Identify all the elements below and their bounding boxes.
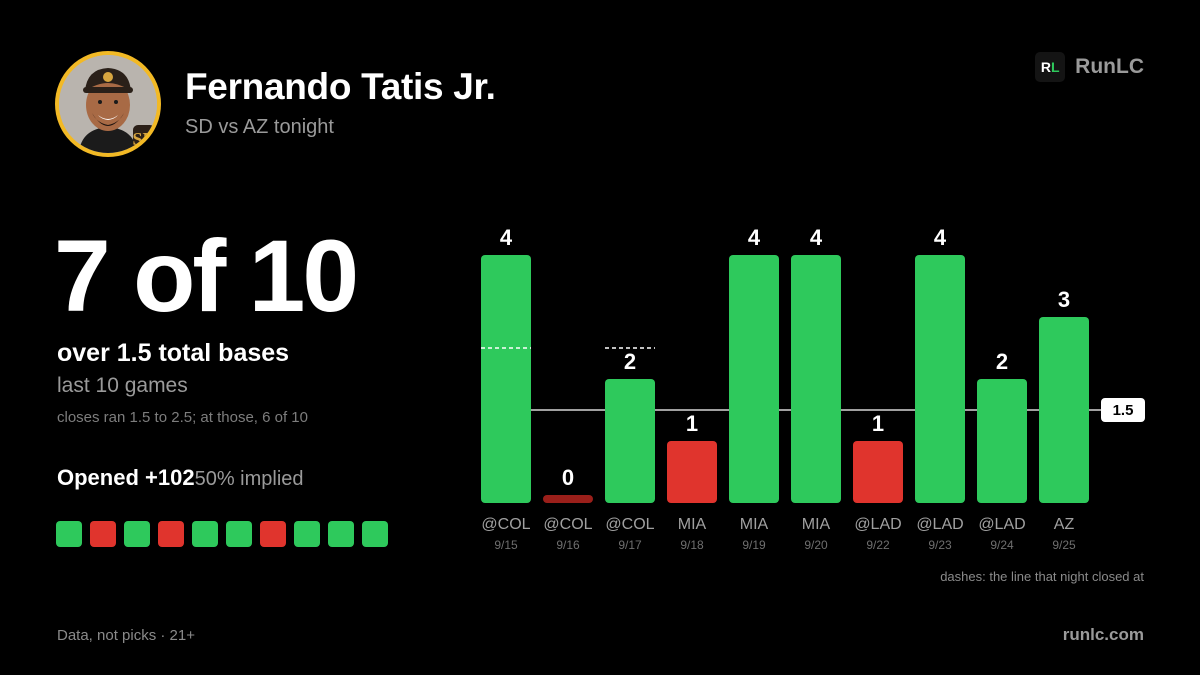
bar-value-label: 4 (500, 225, 513, 250)
bar (1039, 317, 1089, 503)
category-label: AZ (1054, 516, 1075, 533)
opened-label: Opened +102 (57, 465, 195, 490)
bar-value-label: 4 (934, 225, 947, 250)
result-square-miss (90, 521, 116, 547)
bar (853, 441, 903, 503)
date-label: 9/16 (556, 538, 580, 552)
results-strip (56, 521, 388, 547)
category-label: MIA (740, 516, 769, 533)
opened-odds: Opened +102 50% implied (57, 465, 304, 491)
bar-value-label: 4 (748, 225, 761, 250)
bar (481, 255, 531, 503)
footer-url: runlc.com (1062, 625, 1144, 644)
date-label: 9/19 (742, 538, 766, 552)
bar (791, 255, 841, 503)
category-label: @COL (481, 516, 530, 533)
date-label: 9/23 (928, 538, 952, 552)
category-label: @COL (605, 516, 654, 533)
category-label: MIA (802, 516, 831, 533)
date-label: 9/24 (990, 538, 1014, 552)
category-label: @LAD (854, 516, 901, 533)
result-square-hit (226, 521, 252, 547)
result-square-hit (362, 521, 388, 547)
category-label: @COL (543, 516, 592, 533)
result-square-miss (260, 521, 286, 547)
category-label: @LAD (916, 516, 963, 533)
footer-disclaimer: Data, not picks · 21+ (57, 627, 195, 644)
result-square-hit (56, 521, 82, 547)
matchup-subtitle: SD vs AZ tonight (185, 116, 334, 138)
date-label: 9/18 (680, 538, 704, 552)
player-name: Fernando Tatis Jr. (185, 66, 496, 107)
stat-note: closes ran 1.5 to 2.5; at those, 6 of 10 (57, 409, 308, 426)
date-label: 9/15 (494, 538, 518, 552)
stat-subtitle: last 10 games (57, 374, 188, 397)
category-label: MIA (678, 516, 707, 533)
bar-value-label: 2 (624, 349, 636, 374)
date-label: 9/20 (804, 538, 828, 552)
chart-note: dashes: the line that night closed at (940, 569, 1144, 584)
stat-label: over 1.5 total bases (57, 339, 290, 367)
result-square-hit (192, 521, 218, 547)
result-square-hit (328, 521, 354, 547)
bar-value-label: 0 (562, 465, 574, 490)
bar (915, 255, 965, 503)
bar (605, 379, 655, 503)
date-label: 9/17 (618, 538, 642, 552)
bar-value-label: 1 (872, 411, 884, 436)
bar-value-label: 1 (686, 411, 698, 436)
threshold-label: 1.5 (1113, 402, 1134, 419)
bar-value-label: 3 (1058, 287, 1070, 312)
opened-implied: 50% implied (194, 468, 304, 490)
player-headshot-icon: SD (59, 55, 157, 153)
result-square-hit (124, 521, 150, 547)
threshold-tag (1101, 398, 1145, 422)
date-label: 9/25 (1052, 538, 1076, 552)
brand-name: RunLC (1075, 55, 1144, 78)
result-square-miss (158, 521, 184, 547)
headline-stat: 7 of 10 (54, 219, 359, 333)
bar (977, 379, 1027, 503)
total-bases-chart: 4 @COL 9/15 0 @COL 9/16 2 @COL 9/17 1 MIA 9/18 4 MIA 9… (481, 225, 1145, 552)
bar (667, 441, 717, 503)
category-label: @LAD (978, 516, 1025, 533)
bar (543, 495, 593, 503)
bar-value-label: 4 (810, 225, 823, 250)
svg-text:SD: SD (132, 129, 155, 149)
player-avatar: SD (55, 51, 161, 157)
result-square-hit (294, 521, 320, 547)
bar (729, 255, 779, 503)
bar-value-label: 2 (996, 349, 1008, 374)
date-label: 9/22 (866, 538, 890, 552)
